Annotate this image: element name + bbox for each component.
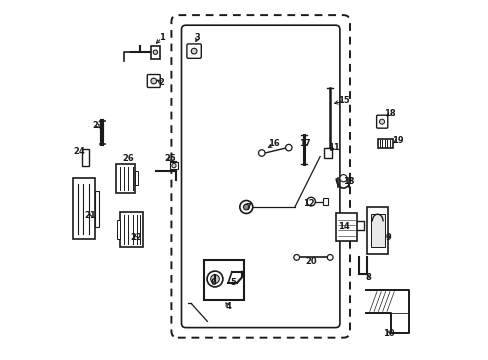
Circle shape bbox=[326, 255, 332, 260]
Bar bbox=[170, 162, 178, 169]
Text: 8: 8 bbox=[365, 273, 371, 282]
Circle shape bbox=[206, 271, 223, 287]
Circle shape bbox=[191, 48, 197, 54]
Text: 23: 23 bbox=[92, 122, 103, 130]
Text: 21: 21 bbox=[84, 211, 96, 220]
Circle shape bbox=[285, 144, 291, 151]
Bar bbox=[323, 148, 331, 158]
Bar bbox=[151, 46, 160, 59]
Text: 10: 10 bbox=[382, 328, 393, 338]
Bar bbox=[82, 149, 89, 166]
Bar bbox=[73, 178, 95, 239]
Text: 1: 1 bbox=[159, 33, 164, 42]
Text: 12: 12 bbox=[303, 199, 315, 208]
Circle shape bbox=[210, 275, 219, 283]
Text: 4: 4 bbox=[225, 302, 231, 311]
Bar bbox=[120, 212, 142, 247]
Text: 17: 17 bbox=[299, 139, 310, 148]
Text: 11: 11 bbox=[327, 143, 339, 152]
Circle shape bbox=[306, 197, 315, 206]
Text: 25: 25 bbox=[164, 154, 176, 163]
Text: 22: 22 bbox=[130, 233, 142, 242]
Text: 6: 6 bbox=[210, 278, 216, 287]
Circle shape bbox=[153, 50, 157, 54]
Circle shape bbox=[151, 78, 156, 84]
Text: 24: 24 bbox=[74, 147, 85, 156]
Bar bbox=[204, 260, 244, 300]
Circle shape bbox=[379, 119, 384, 124]
Text: 26: 26 bbox=[122, 154, 134, 163]
FancyBboxPatch shape bbox=[186, 44, 201, 58]
Bar bbox=[322, 198, 328, 205]
Text: 3: 3 bbox=[194, 33, 200, 42]
Text: 9: 9 bbox=[385, 233, 390, 242]
Bar bbox=[134, 171, 137, 185]
Bar bbox=[370, 214, 384, 247]
Circle shape bbox=[243, 204, 249, 210]
Text: 18: 18 bbox=[384, 109, 395, 118]
Circle shape bbox=[258, 150, 264, 156]
Bar bbox=[117, 220, 120, 239]
Bar bbox=[336, 213, 356, 241]
Text: 15: 15 bbox=[337, 96, 349, 105]
Bar bbox=[116, 164, 134, 193]
Text: 5: 5 bbox=[230, 278, 236, 287]
Text: 7: 7 bbox=[244, 202, 250, 211]
Circle shape bbox=[239, 201, 252, 213]
Circle shape bbox=[293, 255, 299, 260]
FancyBboxPatch shape bbox=[376, 115, 387, 128]
Text: 19: 19 bbox=[391, 136, 403, 145]
Text: 16: 16 bbox=[268, 139, 280, 148]
Bar bbox=[366, 207, 387, 254]
Text: 2: 2 bbox=[159, 78, 164, 87]
FancyBboxPatch shape bbox=[147, 75, 160, 87]
Text: 20: 20 bbox=[305, 256, 316, 265]
Bar bbox=[377, 139, 392, 148]
Circle shape bbox=[171, 163, 176, 168]
Text: 14: 14 bbox=[337, 222, 348, 231]
Text: 13: 13 bbox=[343, 177, 354, 186]
Bar bbox=[95, 191, 99, 227]
Circle shape bbox=[339, 175, 346, 182]
